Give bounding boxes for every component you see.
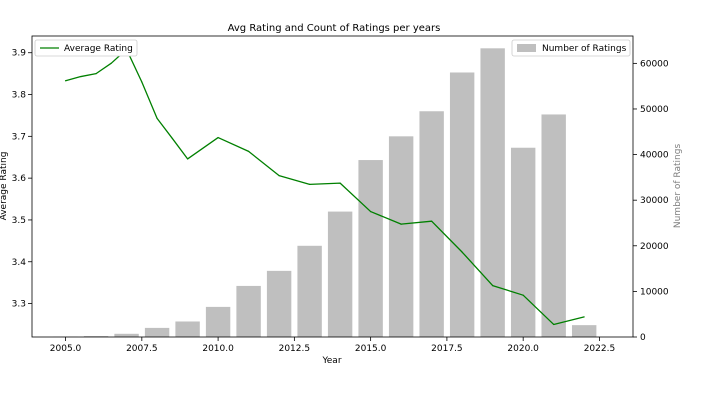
y-right-tick-label: 50000 (640, 105, 669, 115)
line-point-2019 (492, 284, 494, 287)
line-point-2005.5 (80, 75, 82, 78)
line-point-2008.5 (171, 137, 173, 140)
plot-frame (31, 35, 634, 338)
bar-2021 (541, 114, 566, 338)
line-point-2014 (339, 182, 341, 184)
y-right-tick-label: 60000 (640, 59, 669, 69)
y-right-tick-label: 40000 (640, 151, 669, 161)
line-point-2006 (95, 73, 97, 75)
legend-box (34, 39, 138, 57)
line-point-2022 (583, 316, 585, 318)
y-left-tick-label: 3.8 (12, 91, 27, 101)
line-point-2021 (553, 323, 555, 326)
line-point-2020 (522, 294, 524, 296)
bar-2011 (236, 285, 261, 337)
y-right-tick-label: 10000 (640, 287, 669, 297)
y-left-tick-label: 3.4 (12, 258, 27, 268)
bar-2018 (449, 72, 475, 337)
x-tick-label: 2005.0 (50, 344, 82, 354)
x-axis: 2005.0 2007.5 2010.0 2012.5 2015.0 2017.5 2020… (50, 337, 615, 354)
bar-2013 (297, 245, 322, 337)
x-tick-label: 2022.5 (584, 344, 616, 354)
y-left-tick-label: 3.9 (12, 49, 27, 59)
line-layer (64, 48, 585, 326)
y-axis-left-label: Average Rating (0, 152, 9, 221)
line-point-2008 (156, 117, 158, 119)
bar-2015 (358, 160, 383, 337)
line-point-2013 (309, 183, 311, 186)
x-tick-label: 2010.0 (202, 344, 234, 354)
chart-title: Avg Rating and Count of Ratings per year… (228, 23, 441, 34)
legend-label: Number of Ratings (542, 44, 627, 54)
line-point-2017 (431, 220, 433, 222)
line-point-2016 (400, 223, 402, 225)
legend-number-of-ratings: Number of Ratings (511, 39, 631, 57)
average-rating-line (65, 48, 585, 326)
line-point-2018 (461, 251, 463, 253)
legend-bar-swatch (517, 44, 536, 52)
x-tick-label: 2007.5 (126, 344, 158, 354)
x-tick-label: 2017.5 (431, 344, 463, 354)
bar-2009 (175, 321, 200, 337)
line-point-2009 (186, 158, 189, 160)
bar-2019 (480, 48, 505, 338)
bar-2008 (144, 327, 170, 337)
legend-box (511, 39, 631, 57)
line-point-2011 (248, 150, 250, 152)
bar-2007 (114, 333, 139, 337)
bar-2017 (419, 111, 444, 337)
bar-2006 (83, 336, 109, 337)
y-axis-left: 3.3 3.4 3.5 3.6 3.7 3.8 3.9 (12, 49, 32, 310)
line-point-2015 (370, 210, 372, 213)
y-left-tick-label: 3.3 (12, 300, 26, 310)
line-point-2010 (217, 136, 219, 139)
bar-2016 (388, 136, 414, 337)
line-point-2007.5 (141, 81, 143, 83)
y-right-tick-label: 30000 (640, 196, 669, 206)
line-point-2005 (64, 80, 67, 82)
x-tick-label: 2012.5 (279, 344, 311, 354)
legend-label: Average Rating (64, 44, 133, 54)
y-right-tick-label: 20000 (640, 242, 669, 252)
legend-average-rating: Average Rating (34, 39, 138, 57)
x-tick-label: 2020.0 (507, 344, 539, 354)
x-axis-label: Year (321, 356, 341, 366)
y-axis-right: 0 10000 20000 30000 40000 50000 60000 (633, 59, 669, 343)
line-point-2012 (278, 175, 280, 177)
bar-2020 (510, 147, 536, 337)
bar-2022 (571, 325, 597, 337)
x-tick-label: 2015.0 (355, 344, 387, 354)
bar-2014 (327, 211, 353, 337)
y-left-tick-label: 3.7 (12, 132, 26, 142)
bar-2010 (205, 306, 231, 337)
bars-layer (53, 48, 597, 338)
y-right-tick-label: 0 (640, 333, 646, 343)
line-point-2006.5 (110, 62, 112, 64)
bar-2012 (266, 270, 292, 337)
y-left-tick-label: 3.6 (12, 174, 27, 184)
y-left-tick-label: 3.5 (12, 216, 26, 226)
y-axis-right-label: Number of Ratings (673, 144, 683, 229)
